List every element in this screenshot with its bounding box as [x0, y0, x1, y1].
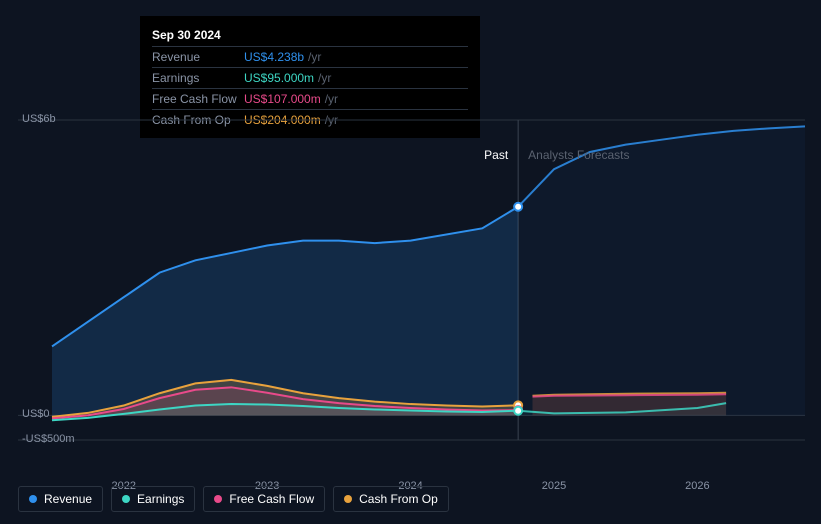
tooltip-metric-label: Free Cash Flow: [152, 92, 244, 106]
legend-item-free-cash-flow[interactable]: Free Cash Flow: [203, 486, 325, 512]
past-section-label: Past: [484, 148, 508, 162]
tooltip-row: EarningsUS$95.000m/yr: [152, 68, 468, 89]
tooltip-date: Sep 30 2024: [152, 24, 468, 47]
tooltip-metric-label: Earnings: [152, 71, 244, 85]
legend-item-revenue[interactable]: Revenue: [18, 486, 103, 512]
tooltip-metric-value: US$107.000m: [244, 92, 321, 106]
legend-label: Free Cash Flow: [229, 492, 314, 506]
legend-label: Cash From Op: [359, 492, 438, 506]
legend-dot-icon: [29, 495, 37, 503]
legend-dot-icon: [214, 495, 222, 503]
tooltip-metric-label: Revenue: [152, 50, 244, 64]
forecast-section-label: Analysts Forecasts: [528, 148, 629, 162]
tooltip-metric-unit: /yr: [325, 92, 338, 106]
legend-label: Earnings: [137, 492, 184, 506]
x-axis-label: 2025: [542, 480, 566, 492]
tooltip-row: Free Cash FlowUS$107.000m/yr: [152, 89, 468, 110]
legend-item-cash-from-op[interactable]: Cash From Op: [333, 486, 449, 512]
chart-svg: [18, 120, 805, 440]
legend-label: Revenue: [44, 492, 92, 506]
tooltip-metric-unit: /yr: [318, 71, 331, 85]
tooltip-metric-unit: /yr: [308, 50, 321, 64]
chart-plot-area[interactable]: US$6bUS$0-US$500m Past Analysts Forecast…: [18, 120, 805, 440]
tooltip-metric-value: US$95.000m: [244, 71, 314, 85]
y-axis-label: US$6b: [22, 113, 56, 125]
y-axis-label: -US$500m: [22, 433, 75, 445]
y-axis-label: US$0: [22, 408, 50, 420]
tooltip-metric-value: US$4.238b: [244, 50, 304, 64]
financials-chart[interactable]: US$6bUS$0-US$500m Past Analysts Forecast…: [18, 120, 805, 470]
x-axis-label: 2026: [685, 480, 709, 492]
legend-dot-icon: [122, 495, 130, 503]
tooltip-row: RevenueUS$4.238b/yr: [152, 47, 468, 68]
legend-dot-icon: [344, 495, 352, 503]
tooltip-rows: RevenueUS$4.238b/yrEarningsUS$95.000m/yr…: [152, 47, 468, 130]
chart-legend: Revenue Earnings Free Cash Flow Cash From O…: [18, 486, 449, 512]
legend-item-earnings[interactable]: Earnings: [111, 486, 195, 512]
